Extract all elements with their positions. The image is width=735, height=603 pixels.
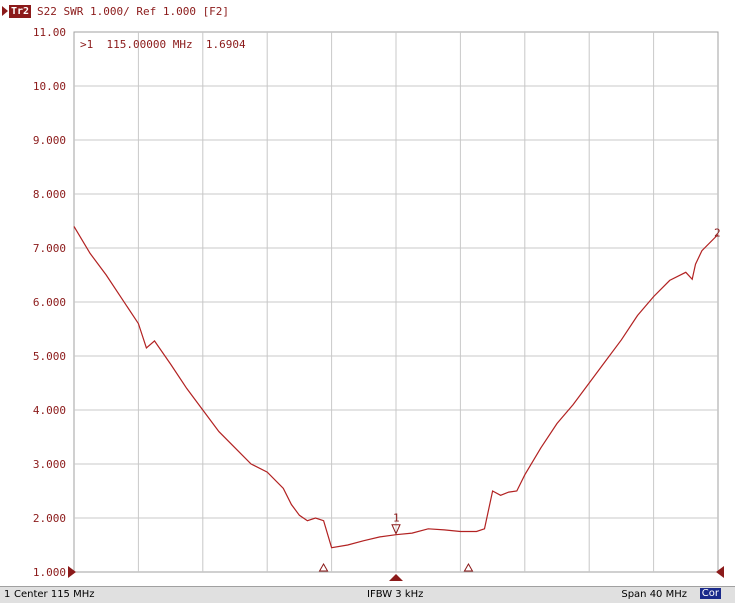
reference-marker-icon[interactable] (463, 562, 474, 572)
marker-1-label: 1 (393, 512, 400, 525)
span-setting[interactable]: Span 40 MHz (621, 589, 687, 600)
swr-trace-line[interactable] (73, 226, 719, 549)
trace-tag[interactable]: Tr2 (9, 5, 32, 18)
y-tick-label: 1.000 (33, 566, 66, 579)
y-tick-label: 5.000 (33, 350, 66, 363)
marker-readout: >1 115.00000 MHz 1.6904 (80, 38, 246, 51)
reference-marker-icon[interactable] (318, 562, 329, 572)
trace-end-label: 2 (714, 227, 721, 240)
y-tick-label: 2.000 (33, 512, 66, 525)
y-tick-label: 8.000 (33, 188, 66, 201)
active-trace-arrow-icon (2, 6, 8, 16)
y-tick-label: 6.000 (33, 296, 66, 309)
ifbw-setting[interactable]: IFBW 3 kHz (367, 589, 424, 600)
y-tick-label: 11.00 (33, 26, 66, 39)
y-tick-label: 4.000 (33, 404, 66, 417)
y-tick-label: 3.000 (33, 458, 66, 471)
reference-level-right-icon[interactable] (716, 566, 724, 578)
reference-level-left-icon[interactable] (68, 566, 76, 578)
marker-1-icon[interactable] (391, 524, 401, 535)
channel-number[interactable]: 1 (4, 589, 11, 600)
y-tick-label: 9.000 (33, 134, 66, 147)
trace-info[interactable]: S22 SWR 1.000/ Ref 1.000 [F2] (37, 5, 230, 18)
status-bar: 1 Center 115 MHz IFBW 3 kHz Span 40 MHz … (0, 586, 735, 603)
correction-badge[interactable]: Cor (699, 588, 721, 599)
y-tick-label: 7.000 (33, 242, 66, 255)
y-tick-label: 10.00 (33, 80, 66, 93)
center-frequency[interactable]: Center 115 MHz (14, 589, 95, 600)
marker-1-stimulus-icon[interactable] (389, 574, 403, 581)
